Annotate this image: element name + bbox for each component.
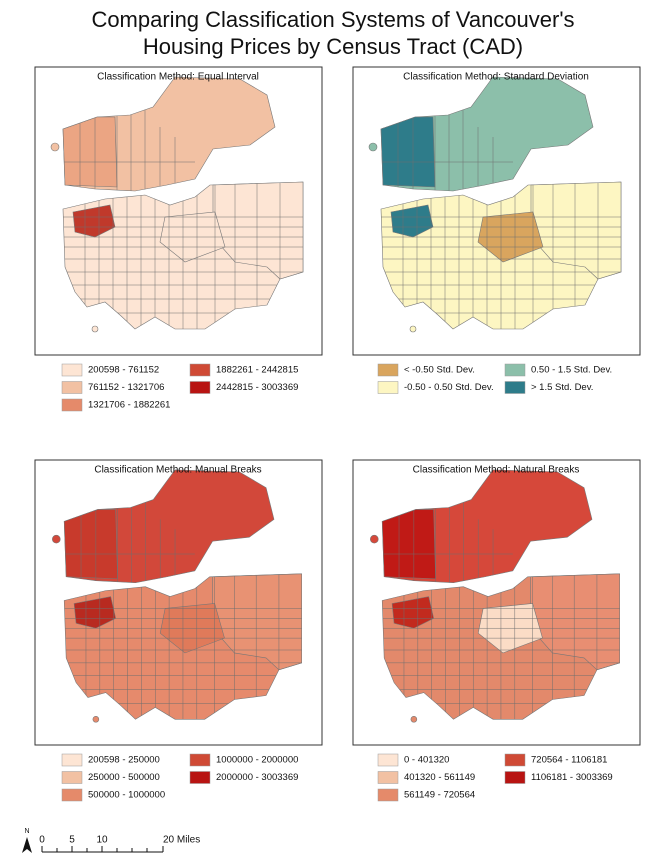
map-panel: Classification Method: Natural Breaks (352, 459, 641, 746)
legend-label: 1106181 - 3003369 (531, 772, 613, 783)
legend-label: 0 - 401320 (404, 755, 449, 766)
legends: 200598 - 761152 761152 - 1321706 1321706 -… (61, 363, 613, 802)
title-line: Housing Prices by Census Tract (CAD) (143, 34, 523, 59)
north-label: N (24, 828, 29, 835)
legend-swatch (61, 381, 83, 394)
legend-label: 401320 - 561149 (404, 772, 475, 783)
legend-swatch (377, 771, 399, 784)
legend-label: 2442815 - 3003369 (216, 382, 298, 393)
scale-bar (41, 846, 164, 853)
legend-label: 1321706 - 1882261 (88, 400, 170, 411)
legend-label: 500000 - 1000000 (88, 790, 165, 801)
legend-label: 2000000 - 3003369 (216, 772, 298, 783)
legend-swatch (377, 381, 399, 394)
legend-label: 250000 - 500000 (88, 772, 160, 783)
title-line: Comparing Classification Systems of Vanc… (91, 7, 574, 32)
legend-swatch (61, 771, 83, 784)
legend-swatch (377, 753, 399, 767)
legend-label: 1882261 - 2442815 (216, 365, 298, 376)
legend-label: 0.50 - 1.5 Std. Dev. (531, 365, 612, 376)
legend-swatch (61, 788, 83, 802)
map-panel: Classification Method: Standard Deviatio… (352, 66, 641, 356)
map-panel: Classification Method: Equal Interval (34, 66, 323, 356)
legend-swatch (189, 771, 211, 784)
legend-swatch (504, 771, 526, 784)
map-panel: Classification Method: Manual Breaks (34, 459, 323, 746)
legend-swatch (61, 753, 83, 767)
legend-label: 720564 - 1106181 (531, 755, 607, 766)
scale-label: 20 Miles (163, 835, 200, 846)
legend-label: -0.50 - 0.50 Std. Dev. (404, 382, 494, 393)
legend-label: 200598 - 250000 (88, 755, 160, 766)
legend-swatch (504, 381, 526, 394)
panel-title: Classification Method: Equal Interval (97, 72, 259, 83)
legend-label: 561149 - 720564 (404, 790, 475, 801)
panel-title: Classification Method: Standard Deviatio… (403, 72, 589, 83)
legend-swatch (189, 753, 211, 767)
panel-title: Classification Method: Natural Breaks (413, 465, 580, 476)
legend-label: < -0.50 Std. Dev. (404, 365, 475, 376)
scale-label: 0 (39, 835, 45, 846)
legend-swatch (61, 363, 83, 377)
legend-swatch (504, 363, 526, 377)
legend-swatch (377, 788, 399, 802)
legend-swatch (189, 381, 211, 394)
legend-swatch (189, 363, 211, 377)
legend-swatch (61, 398, 83, 412)
legend-label: 761152 - 1321706 (88, 382, 164, 393)
north-arrow: N (22, 828, 32, 853)
legend-label: > 1.5 Std. Dev. (531, 382, 593, 393)
legend-label: 200598 - 761152 (88, 365, 159, 376)
legend-label: 1000000 - 2000000 (216, 755, 298, 766)
scale-label: 5 (69, 835, 75, 846)
panel-title: Classification Method: Manual Breaks (94, 465, 261, 476)
legend-swatch (377, 363, 399, 377)
legend-swatch (504, 753, 526, 767)
scale-label: 10 (96, 835, 108, 846)
